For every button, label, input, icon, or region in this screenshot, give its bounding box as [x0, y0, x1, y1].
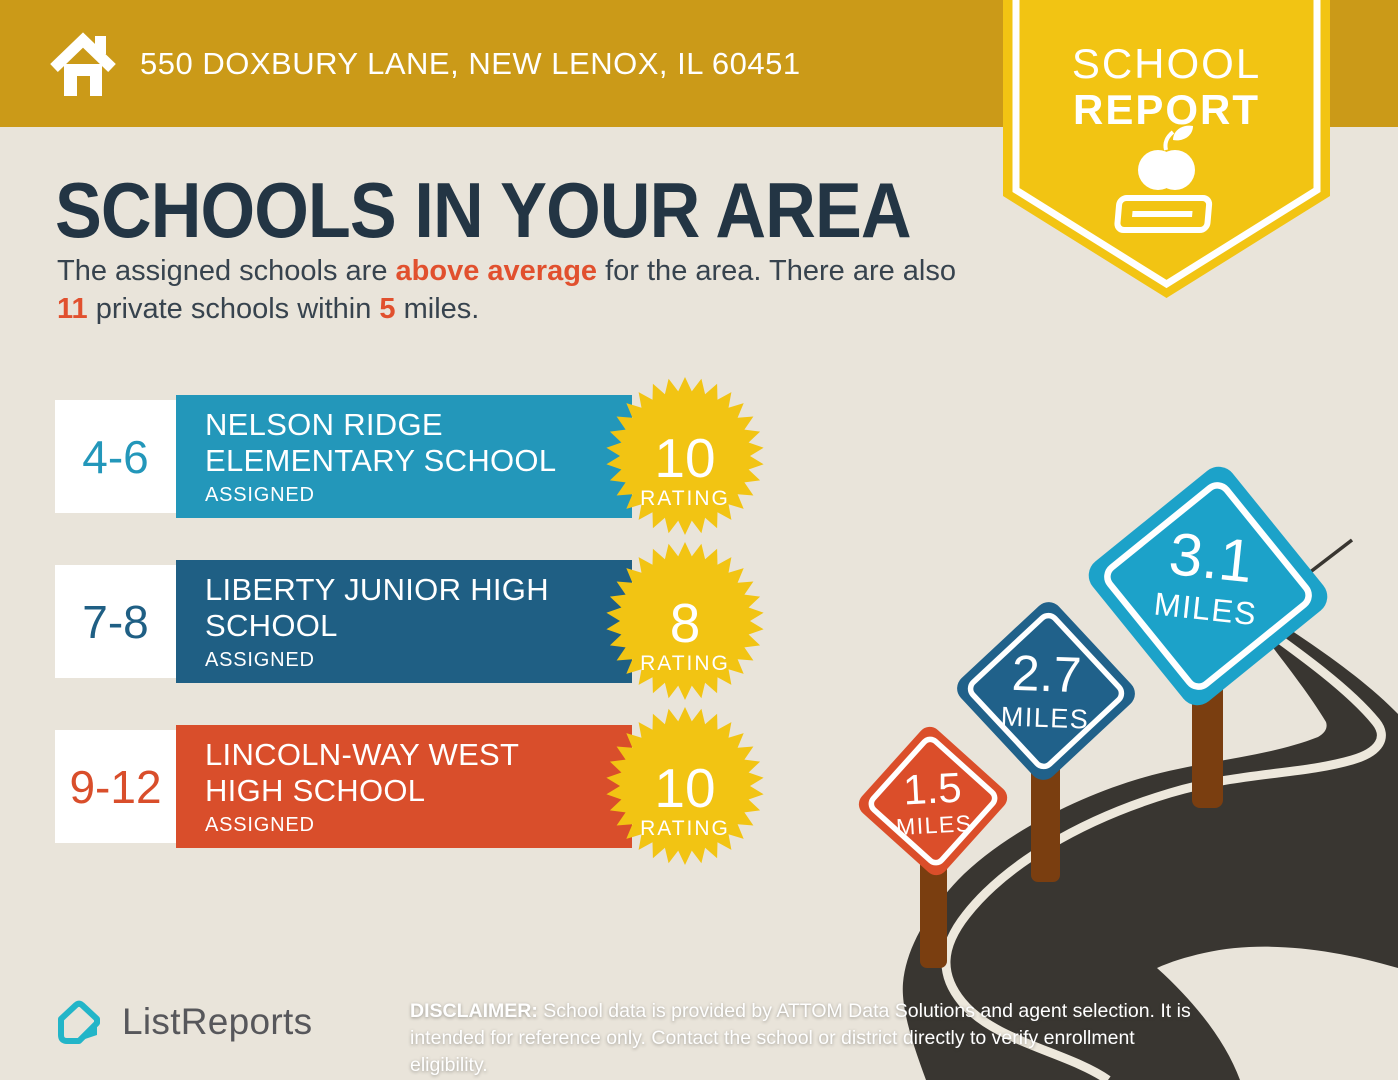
listreports-logo-text: ListReports — [122, 1001, 313, 1042]
road-illustration: 1.5 MILES 2.7 MILES 3.1 MILES — [858, 466, 1398, 1080]
sign-unit: MILES — [1000, 701, 1090, 734]
school-name: LIBERTY JUNIOR HIGH SCHOOL — [205, 571, 549, 643]
school-report-badge: SCHOOL REPORT — [1003, 0, 1330, 300]
rating-label: RATING — [640, 652, 730, 675]
sign-distance: 3.1 — [1166, 520, 1256, 595]
distance-sign-3: 3.1 MILES — [1088, 466, 1328, 706]
rating-label: RATING — [640, 817, 730, 840]
rating-starburst: 10 RATING — [603, 704, 767, 868]
starburst-shape — [606, 377, 764, 535]
sign-unit: MILES — [895, 810, 973, 840]
badge-inner-border — [1012, 0, 1321, 289]
school-status: ASSIGNED — [205, 648, 315, 671]
school-status: ASSIGNED — [205, 483, 315, 506]
disclaimer: DISCLAIMER: School data is provided by A… — [410, 998, 1210, 1079]
intro-segment: miles. — [395, 293, 480, 325]
listreports-logo-icon — [58, 1000, 100, 1044]
disclaimer-label: DISCLAIMER: — [410, 1000, 538, 1022]
apple-on-book-icon — [1114, 125, 1213, 233]
sign-distance: 1.5 — [902, 764, 963, 814]
intro-segment: The assigned schools are — [57, 255, 396, 287]
intro-accent: above average — [395, 255, 598, 287]
intro-text: The assigned schools are above average f… — [57, 252, 987, 328]
school-name: NELSON RIDGE ELEMENTARY SCHOOL — [205, 406, 557, 478]
page-title: SCHOOLS IN YOUR AREA — [55, 166, 912, 254]
rating-starburst: 8 RATING — [603, 539, 767, 703]
school-bar: LIBERTY JUNIOR HIGH SCHOOL ASSIGNED — [176, 560, 632, 683]
school-name: LINCOLN-WAY WEST HIGH SCHOOL — [205, 736, 520, 808]
starburst-shape — [606, 542, 764, 700]
badge-title-line1: SCHOOL — [1071, 40, 1262, 87]
school-status: ASSIGNED — [205, 813, 315, 836]
road — [902, 597, 1398, 1080]
sign-distance: 2.7 — [1011, 645, 1082, 703]
disclaimer-text: School data is provided by ATTOM Data So… — [410, 1000, 1191, 1076]
badge-title-line2: REPORT — [1072, 86, 1260, 133]
home-icon — [50, 32, 116, 96]
sign-post — [1031, 750, 1060, 882]
starburst-shape — [606, 707, 764, 865]
school-row: 4-6 NELSON RIDGE ELEMENTARY SCHOOL ASSIG… — [0, 377, 780, 535]
road-center-line — [941, 614, 1386, 1080]
intro-segment: private schools within — [87, 293, 380, 325]
listreports-logo: ListReports — [52, 995, 312, 1049]
school-row: 9-12 LINCOLN-WAY WEST HIGH SCHOOL ASSIGN… — [0, 707, 780, 865]
rating-label: RATING — [640, 487, 730, 510]
distance-sign-2: 2.7 MILES — [957, 602, 1135, 780]
rating-value: 8 — [670, 592, 701, 654]
school-row: 7-8 LIBERTY JUNIOR HIGH SCHOOL ASSIGNED … — [0, 542, 780, 700]
intro-segment: for the area. There are also — [597, 255, 956, 287]
property-address: 550 DOXBURY LANE, NEW LENOX, IL 60451 — [140, 45, 801, 81]
distance-sign-1: 1.5 MILES — [858, 726, 1008, 876]
school-bar: NELSON RIDGE ELEMENTARY SCHOOL ASSIGNED — [176, 395, 632, 518]
intro-accent: 11 — [57, 293, 88, 325]
rating-value: 10 — [654, 427, 715, 489]
grade-range: 4-6 — [55, 400, 176, 513]
grade-range: 7-8 — [55, 565, 176, 678]
school-bar: LINCOLN-WAY WEST HIGH SCHOOL ASSIGNED — [176, 725, 632, 848]
rating-starburst: 10 RATING — [603, 374, 767, 538]
grade-range: 9-12 — [55, 730, 176, 843]
intro-accent: 5 — [379, 293, 396, 325]
rating-value: 10 — [654, 757, 715, 819]
